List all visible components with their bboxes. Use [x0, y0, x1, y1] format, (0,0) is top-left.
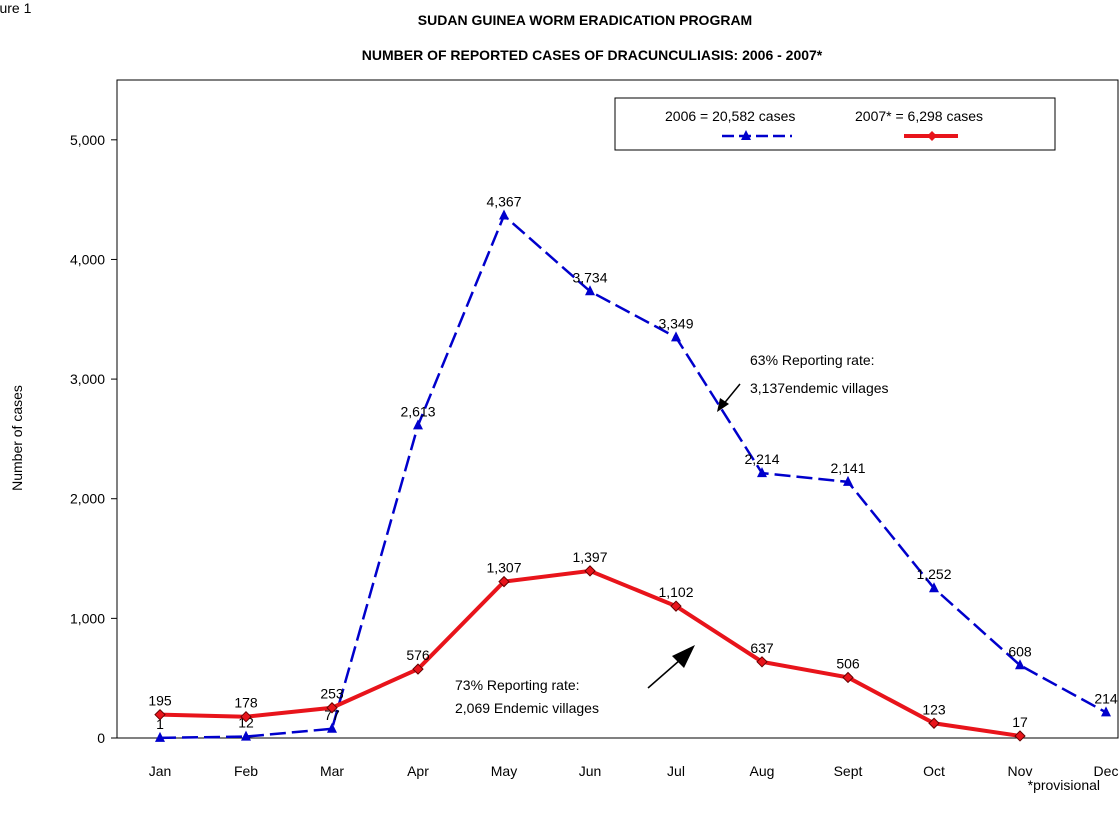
data-label: 253	[320, 686, 344, 702]
point	[241, 730, 251, 741]
point	[584, 565, 596, 577]
data-label: 608	[1008, 643, 1032, 659]
point	[843, 475, 853, 486]
footnote: *provisional	[1028, 777, 1100, 793]
data-label: 3,734	[572, 269, 607, 285]
point	[928, 717, 940, 729]
arrowhead	[717, 398, 729, 412]
y-axis-label: Number of cases	[9, 385, 25, 491]
point	[413, 419, 423, 430]
arrowhead	[672, 645, 695, 668]
data-label: 1,397	[572, 549, 607, 565]
data-label: 506	[836, 655, 860, 671]
plot-frame	[116, 79, 1119, 739]
annotation: 3,137endemic villages	[750, 380, 889, 396]
legend-marker	[741, 130, 751, 140]
series-line	[159, 213, 1107, 740]
x-tick-label: May	[491, 763, 517, 779]
point	[155, 731, 165, 742]
data-label: 195	[148, 693, 172, 709]
point	[326, 702, 338, 714]
point	[929, 582, 939, 593]
point	[671, 331, 681, 342]
chart-title: SUDAN GUINEA WORM ERADICATION PROGRAM	[418, 12, 752, 28]
data-label: 2,141	[830, 460, 865, 476]
point	[498, 575, 510, 588]
point	[1014, 730, 1026, 742]
point	[1101, 706, 1111, 717]
data-label: 576	[406, 647, 430, 663]
x-tick-label: Oct	[923, 763, 945, 779]
x-tick-label: Apr	[407, 763, 429, 779]
annotation: 73% Reporting rate:	[455, 677, 580, 693]
annotation: 63% Reporting rate:	[750, 352, 875, 368]
x-tick-label: Nov	[1008, 763, 1033, 779]
data-label: 1,307	[486, 560, 521, 576]
x-tick-label: Sept	[834, 763, 863, 779]
legend-marker	[927, 131, 937, 141]
point	[842, 671, 854, 684]
x-tick-label: Mar	[320, 763, 344, 779]
annotation: 2,069 Endemic villages	[455, 700, 599, 716]
data-label: 3,349	[658, 315, 693, 331]
y-tick-label: 1,000	[70, 610, 105, 626]
data-label: 1,252	[916, 566, 951, 582]
chart-title: NUMBER OF REPORTED CASES OF DRACUNCULIAS…	[362, 47, 823, 63]
data-label: 123	[922, 701, 946, 717]
point	[240, 710, 252, 723]
point	[757, 467, 767, 478]
x-tick-label: Dec	[1094, 763, 1119, 779]
data-label: 77	[324, 707, 340, 723]
x-tick-label: Feb	[234, 763, 258, 779]
figure-label: Figure 1	[0, 0, 32, 16]
data-label: 637	[750, 640, 774, 656]
x-tick-label: Jan	[149, 763, 172, 779]
x-tick-label: Jun	[579, 763, 602, 779]
data-label: 178	[234, 695, 258, 711]
point	[154, 708, 166, 721]
legend	[614, 97, 1056, 151]
y-tick-label: 4,000	[70, 251, 105, 267]
y-tick-label: 2,000	[70, 491, 105, 507]
point	[499, 209, 509, 220]
legend-label: 2006 = 20,582 cases	[665, 108, 795, 124]
point	[412, 663, 424, 675]
point	[670, 600, 682, 612]
data-label: 4,367	[486, 194, 521, 210]
data-label: 2,613	[400, 403, 435, 419]
y-tick-label: 0	[97, 730, 105, 746]
y-tick-label: 3,000	[70, 371, 105, 387]
y-tick-label: 5,000	[70, 132, 105, 148]
point	[756, 656, 768, 668]
legend-label: 2007* = 6,298 cases	[855, 108, 983, 124]
point	[1015, 659, 1025, 670]
x-tick-label: Jul	[667, 763, 685, 779]
data-label: 1,102	[658, 584, 693, 600]
data-label: 1	[156, 716, 164, 732]
x-tick-label: Aug	[750, 763, 775, 779]
data-label: 17	[1012, 714, 1028, 730]
data-label: 2,214	[744, 451, 779, 467]
data-label: 214	[1094, 690, 1118, 706]
arrow	[647, 659, 681, 689]
point	[585, 285, 595, 296]
point	[327, 722, 337, 733]
